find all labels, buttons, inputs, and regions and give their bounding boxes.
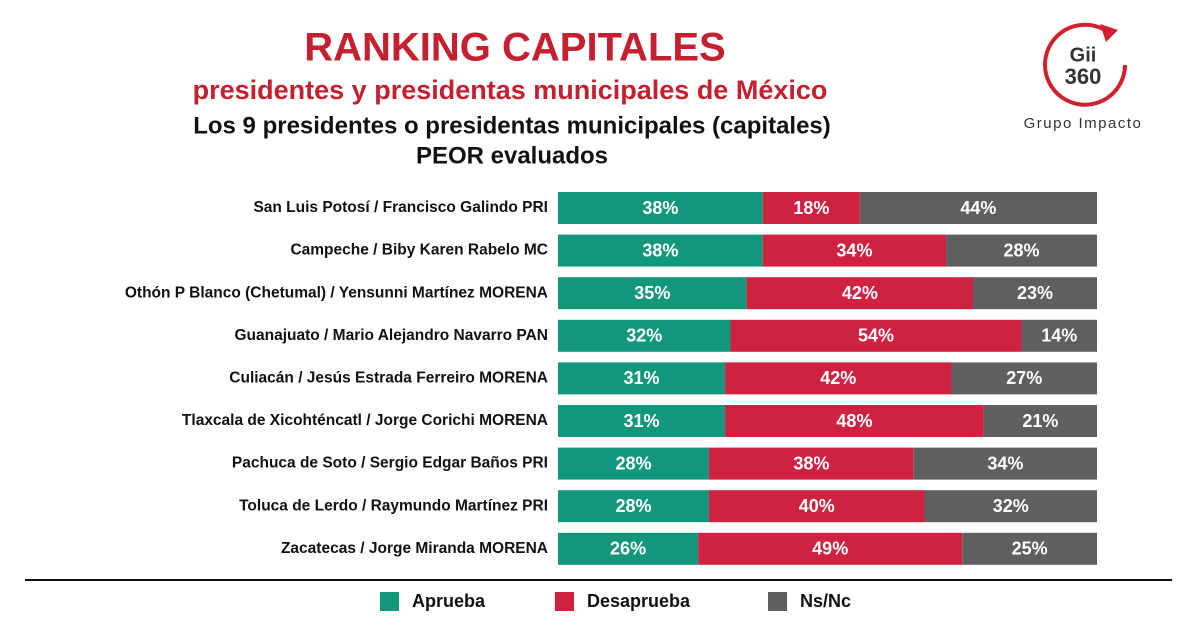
logo-caption: Grupo Impacto — [1024, 115, 1143, 132]
legend-label: Aprueba — [412, 591, 486, 611]
category-label: Campeche / Biby Karen Rabelo MC — [290, 242, 548, 259]
category-label: Zacatecas / Jorge Miranda MORENA — [281, 540, 548, 557]
legend-swatch — [555, 592, 574, 611]
heading: Los 9 presidentes o presidentas municipa… — [193, 112, 831, 139]
bar-segment — [558, 405, 726, 437]
bar-segment — [913, 447, 1097, 480]
logo-arrow — [1100, 24, 1118, 42]
bar-segment — [946, 234, 1097, 267]
value-label: 35% — [634, 283, 670, 303]
value-label: 54% — [858, 326, 894, 346]
value-label: 38% — [642, 198, 678, 218]
bar-segment — [962, 532, 1097, 565]
heading: PEOR evaluados — [416, 142, 608, 169]
value-label: 31% — [624, 411, 660, 431]
logo-mark: Gii — [1070, 44, 1097, 66]
bar-segment — [558, 319, 731, 352]
value-label: 48% — [836, 411, 872, 431]
bar-segment — [708, 447, 914, 480]
bar-segment — [951, 362, 1097, 395]
bar-segment — [558, 447, 709, 480]
bar-segment — [859, 192, 1097, 224]
category-label: Tlaxcala de Xicohténcatl / Jorge Corichi… — [182, 412, 548, 429]
value-label: 32% — [993, 496, 1029, 516]
legend-swatch — [380, 592, 399, 611]
title: RANKING CAPITALES — [304, 26, 725, 70]
value-label: 31% — [624, 368, 660, 388]
category-label: Culiacán / Jesús Estrada Ferreiro MORENA — [229, 369, 548, 386]
bar-segment — [730, 319, 1022, 352]
value-label: 42% — [842, 283, 878, 303]
value-label: 32% — [626, 326, 662, 346]
value-label: 40% — [799, 496, 835, 516]
bar-segment — [983, 405, 1097, 437]
bar-segment — [725, 405, 984, 437]
value-label: 28% — [615, 496, 651, 516]
bar-segment — [558, 234, 763, 267]
bar-segment — [698, 532, 963, 565]
legend-label: Ns/Nc — [800, 591, 851, 611]
bar-segment — [924, 490, 1097, 523]
value-label: 34% — [836, 240, 872, 260]
logo-mark: 360 — [1065, 64, 1102, 89]
value-label: 34% — [987, 453, 1023, 473]
category-label: Pachuca de Soto / Sergio Edgar Baños PRI — [232, 455, 548, 472]
value-label: 18% — [793, 198, 829, 218]
bar-segment — [558, 277, 747, 310]
value-label: 42% — [820, 368, 856, 388]
value-label: 44% — [960, 198, 996, 218]
category-label: Othón P Blanco (Chetumal) / Yensunni Mar… — [125, 284, 548, 301]
value-label: 38% — [642, 240, 678, 260]
bar-segment — [746, 277, 974, 310]
value-label: 28% — [1004, 240, 1040, 260]
value-label: 38% — [793, 453, 829, 473]
category-label: Guanajuato / Mario Alejandro Navarro PAN — [234, 327, 548, 344]
logo-ring — [1043, 22, 1127, 107]
bar-segment — [725, 362, 952, 395]
category-label: Toluca de Lerdo / Raymundo Martínez PRI — [239, 497, 548, 514]
legend-swatch — [768, 592, 787, 611]
logo: Gii 360 Grupo Impacto — [1024, 22, 1143, 132]
legend-label: Desaprueba — [587, 591, 691, 611]
bar-segment — [1021, 319, 1097, 352]
bar-segment — [973, 277, 1097, 310]
value-label: 23% — [1017, 283, 1053, 303]
bar-segment — [762, 234, 947, 267]
subtitle: presidentes y presidentas municipales de… — [193, 75, 828, 105]
value-label: 26% — [610, 539, 646, 559]
bar-segment — [558, 532, 699, 565]
bar-segment — [558, 362, 726, 395]
value-label: 27% — [1006, 368, 1042, 388]
bar-segment — [558, 192, 763, 224]
bar-segment — [762, 192, 860, 224]
value-label: 28% — [615, 453, 651, 473]
bar-segment — [558, 490, 709, 523]
value-label: 21% — [1022, 411, 1058, 431]
value-label: 49% — [812, 539, 848, 559]
category-label: San Luis Potosí / Francisco Galindo PRI — [253, 199, 548, 216]
bar-segment — [708, 490, 925, 523]
value-label: 25% — [1012, 539, 1048, 559]
value-label: 14% — [1041, 326, 1077, 346]
